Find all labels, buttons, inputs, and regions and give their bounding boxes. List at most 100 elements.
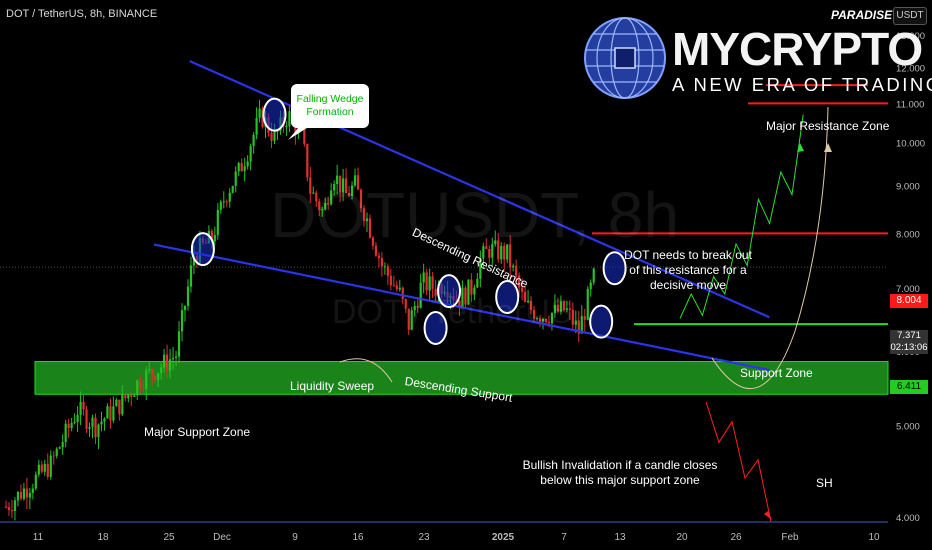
x-tick-label: Feb — [781, 532, 799, 543]
candle-body — [166, 354, 169, 371]
candle-body — [43, 463, 46, 472]
candle-body — [70, 422, 73, 429]
candle-body — [127, 394, 130, 399]
candle-body — [306, 143, 309, 178]
candle-body — [55, 448, 58, 456]
candle-body — [515, 265, 518, 276]
x-tick-label: 9 — [292, 532, 298, 543]
candle-body — [133, 395, 136, 397]
candle-body — [28, 492, 31, 498]
candles — [4, 99, 595, 521]
major-resistance-zone-label: Major Resistance Zone — [766, 119, 890, 133]
liquidity-sweep-arrow — [339, 358, 393, 383]
brand-name: MYCRYPTO — [672, 23, 923, 75]
candle-body — [249, 146, 252, 162]
candle-body — [312, 192, 315, 194]
candle-body — [407, 308, 410, 330]
candle-body — [529, 301, 533, 310]
candle-body — [154, 375, 157, 381]
candle-body — [431, 276, 434, 289]
candle-body — [118, 399, 121, 415]
time-axis: 11 18 25 Dec 9 16 23 2025 7 13 20 26 Feb 10 — [0, 521, 888, 543]
y-tick-label: 10.000 — [896, 138, 925, 149]
candle-body — [142, 388, 145, 390]
candle-body — [547, 322, 551, 324]
candle-body — [336, 175, 339, 185]
candle-body — [151, 369, 154, 376]
candle-body — [177, 331, 181, 357]
candle-body — [353, 175, 357, 186]
globe-chip — [614, 47, 636, 69]
candle-body — [315, 192, 318, 202]
candle-body — [321, 209, 324, 211]
candle-body — [485, 246, 488, 249]
candle-body — [464, 287, 467, 305]
resistance-price-badge: 8.004 — [890, 294, 928, 308]
candle-body — [40, 464, 43, 472]
candle-body — [303, 125, 306, 144]
candle-body — [216, 209, 219, 236]
candle-body — [580, 316, 583, 334]
x-tick-label: 7 — [561, 532, 567, 543]
candle-body — [183, 305, 187, 311]
candle-body — [136, 380, 139, 396]
candle-body — [526, 301, 530, 303]
candle-body — [324, 202, 327, 210]
candle-body — [497, 240, 500, 260]
candle-body — [327, 202, 330, 205]
candle-body — [94, 417, 97, 438]
candle-body — [458, 300, 461, 308]
candle-body — [37, 464, 40, 475]
candle-body — [160, 367, 163, 374]
major-support-zone-border — [34, 361, 889, 395]
candle-body — [586, 289, 589, 320]
candle-body — [76, 415, 79, 422]
candle-body — [428, 276, 431, 291]
invalidation-arrowhead — [764, 511, 772, 520]
x-tick-label: 25 — [163, 532, 175, 543]
candle-body — [4, 506, 8, 508]
candle-body — [228, 192, 231, 202]
candle-body — [333, 184, 336, 191]
candle-body — [139, 380, 142, 389]
x-tick-label: 2025 — [492, 532, 515, 543]
candle-body — [565, 308, 568, 311]
touch-point-circle — [589, 304, 614, 339]
candle-body — [252, 134, 255, 147]
candle-body — [416, 306, 419, 308]
candle-body — [583, 316, 586, 320]
candle-body — [16, 491, 20, 501]
pullback-projection-curve — [711, 107, 829, 389]
candle-body — [31, 488, 34, 493]
marked-points — [190, 97, 627, 346]
candle-body — [374, 245, 378, 256]
candle-body — [88, 426, 91, 429]
candle-body — [219, 201, 222, 210]
candle-body — [467, 279, 470, 305]
candle-body — [362, 208, 366, 222]
y-tick-label: 5.000 — [896, 422, 920, 433]
brand-logo-globe — [584, 17, 666, 99]
candle-body — [163, 354, 166, 368]
candle-body — [395, 285, 398, 290]
candle-body — [556, 304, 560, 312]
candle-body — [82, 401, 85, 410]
candle-body — [174, 356, 178, 358]
touch-point-circle — [190, 232, 215, 267]
candle-body — [550, 313, 554, 324]
y-tick-label: 7.000 — [896, 284, 920, 295]
callout-pointer — [288, 126, 310, 140]
candle-body — [592, 268, 595, 283]
liquidity-sweep-label: Liquidity Sweep — [290, 379, 375, 393]
x-tick-label: 13 — [614, 532, 626, 543]
major-support-zone-box — [35, 361, 888, 395]
y-tick-label: 12.000 — [896, 64, 925, 75]
currency-selector[interactable]: USDT — [893, 7, 927, 25]
candle-body — [91, 417, 94, 427]
candle-body — [46, 463, 49, 477]
x-tick-label: 23 — [418, 532, 430, 543]
invalidation-note: Bullish Invalidation if a candle closes … — [512, 458, 728, 488]
support-price-badge: 6.411 — [890, 380, 928, 394]
candle-body — [380, 258, 383, 267]
